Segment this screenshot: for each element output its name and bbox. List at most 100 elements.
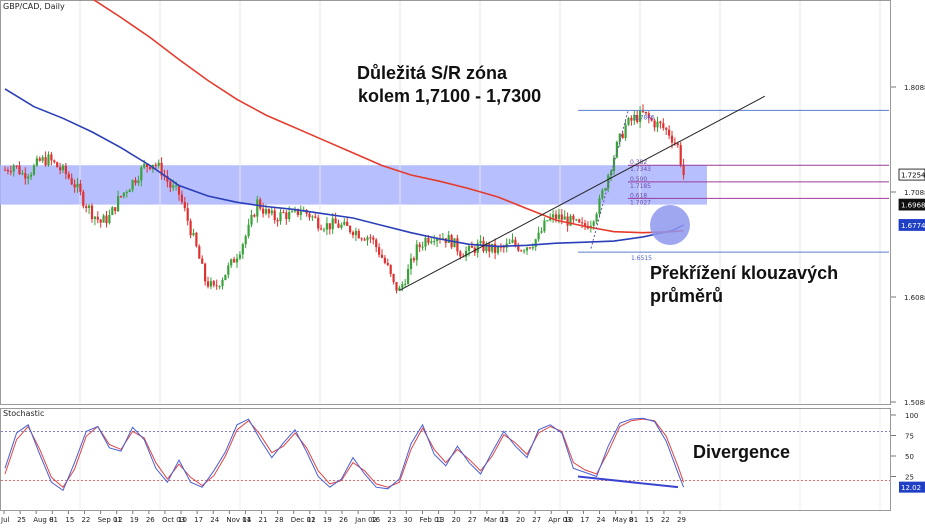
candle-body — [656, 121, 659, 128]
time-tick-label: 24 — [210, 516, 219, 524]
time-tick-label: 30 — [403, 516, 412, 524]
candle-body — [291, 211, 294, 213]
candle-body — [288, 212, 291, 220]
time-tick-label: 8 — [49, 516, 53, 524]
fib-value-label: 1.7185 — [630, 183, 651, 190]
candle-body — [206, 281, 210, 287]
candle-body — [554, 214, 558, 219]
candle-body — [378, 247, 381, 255]
time-tick-label: 8 — [629, 516, 633, 524]
candle-body — [117, 196, 120, 212]
trendline-layer — [399, 95, 766, 291]
time-tick-label: 12 — [114, 516, 123, 524]
candle-body — [583, 223, 587, 226]
candles-layer — [3, 104, 685, 294]
candle-body — [157, 162, 160, 166]
candle-body — [636, 114, 639, 122]
price-tag-label: 1.7254 — [901, 172, 925, 180]
time-tick-label: 20 — [452, 516, 461, 524]
candle-body — [676, 143, 679, 146]
time-tick-label: Mar 01 — [484, 516, 508, 524]
candle-body — [59, 167, 62, 171]
candle-body — [102, 215, 105, 223]
candle-body — [595, 214, 598, 222]
candle-body — [581, 222, 584, 224]
ma-cross-annotation-line2: průměrů — [650, 286, 724, 306]
candle-body — [552, 214, 555, 218]
candle-body — [592, 221, 595, 226]
candle-body — [317, 217, 320, 229]
ma-slow-line — [92, 0, 684, 234]
candle-body — [70, 178, 73, 185]
osc-value-tag-label: 12.02 — [901, 484, 921, 492]
candle-body — [398, 287, 401, 291]
candle-body — [282, 212, 285, 214]
ma-fast-line — [4, 88, 684, 248]
candle-body — [64, 165, 67, 174]
candle-body — [372, 237, 375, 240]
candle-body — [331, 218, 334, 230]
time-tick-label: 12 — [307, 516, 316, 524]
fibonacci-layer: 1.78651.65150.3821.73430.5001.71850.6181… — [578, 109, 889, 262]
candle-body — [424, 237, 427, 247]
candle-body — [467, 245, 471, 251]
candle-body — [175, 185, 178, 187]
candle-body — [186, 208, 189, 221]
candle-body — [218, 286, 221, 288]
candle-body — [3, 169, 7, 171]
time-tick-label: Feb 01 — [419, 516, 443, 524]
candle-body — [415, 244, 418, 261]
divergence-line — [577, 475, 679, 489]
candle-body — [369, 237, 372, 239]
candle-body — [108, 214, 111, 224]
candle-body — [488, 243, 491, 252]
candle-body — [41, 157, 44, 161]
candle-body — [256, 199, 259, 217]
time-tick-label: Apr 03 — [548, 516, 571, 524]
candle-body — [296, 208, 299, 215]
candle-body — [90, 205, 94, 220]
price-tick-label: 1.7088 — [904, 189, 925, 197]
candle-body — [560, 214, 563, 220]
candle-body — [679, 145, 682, 165]
time-tick-label: 16 — [371, 516, 380, 524]
candle-body — [409, 258, 413, 270]
candle-body — [641, 110, 645, 112]
candle-body — [427, 237, 430, 243]
candle-body — [230, 259, 233, 266]
candle-body — [180, 194, 183, 202]
candle-body — [514, 239, 517, 246]
candle-body — [27, 176, 30, 179]
time-tick-label: 15 — [645, 516, 654, 524]
candle-body — [366, 237, 369, 241]
candle-body — [128, 189, 131, 193]
moving-averages-layer — [4, 0, 684, 248]
time-tick-label: 17 — [580, 516, 589, 524]
candle-body — [35, 158, 38, 166]
candle-body — [665, 128, 668, 130]
osc-value-tag-box — [899, 481, 925, 493]
candle-body — [343, 221, 346, 225]
candle-body — [528, 247, 531, 249]
time-tick-label: 22 — [661, 516, 670, 524]
stochastic-axis: 100 75 50 25 12.02 — [891, 412, 925, 493]
candle-body — [572, 215, 575, 220]
candle-body — [375, 239, 378, 248]
time-tick-label: 26 — [146, 516, 155, 524]
time-tick-label: 23 — [387, 516, 396, 524]
candle-body — [183, 201, 186, 209]
candle-body — [148, 166, 152, 170]
osc-tick-label: 25 — [905, 474, 914, 482]
candle-body — [119, 196, 123, 198]
candle-body — [85, 206, 88, 208]
fib-ratio-label: 0.618 — [630, 192, 647, 199]
price-tick-label: 1.8088 — [904, 84, 925, 92]
candle-body — [502, 246, 505, 248]
candle-body — [537, 232, 540, 240]
time-tick-label: Sep 01 — [98, 516, 122, 524]
candle-body — [270, 210, 273, 214]
candle-body — [615, 141, 618, 158]
candle-body — [233, 259, 236, 263]
candle-body — [224, 274, 227, 280]
